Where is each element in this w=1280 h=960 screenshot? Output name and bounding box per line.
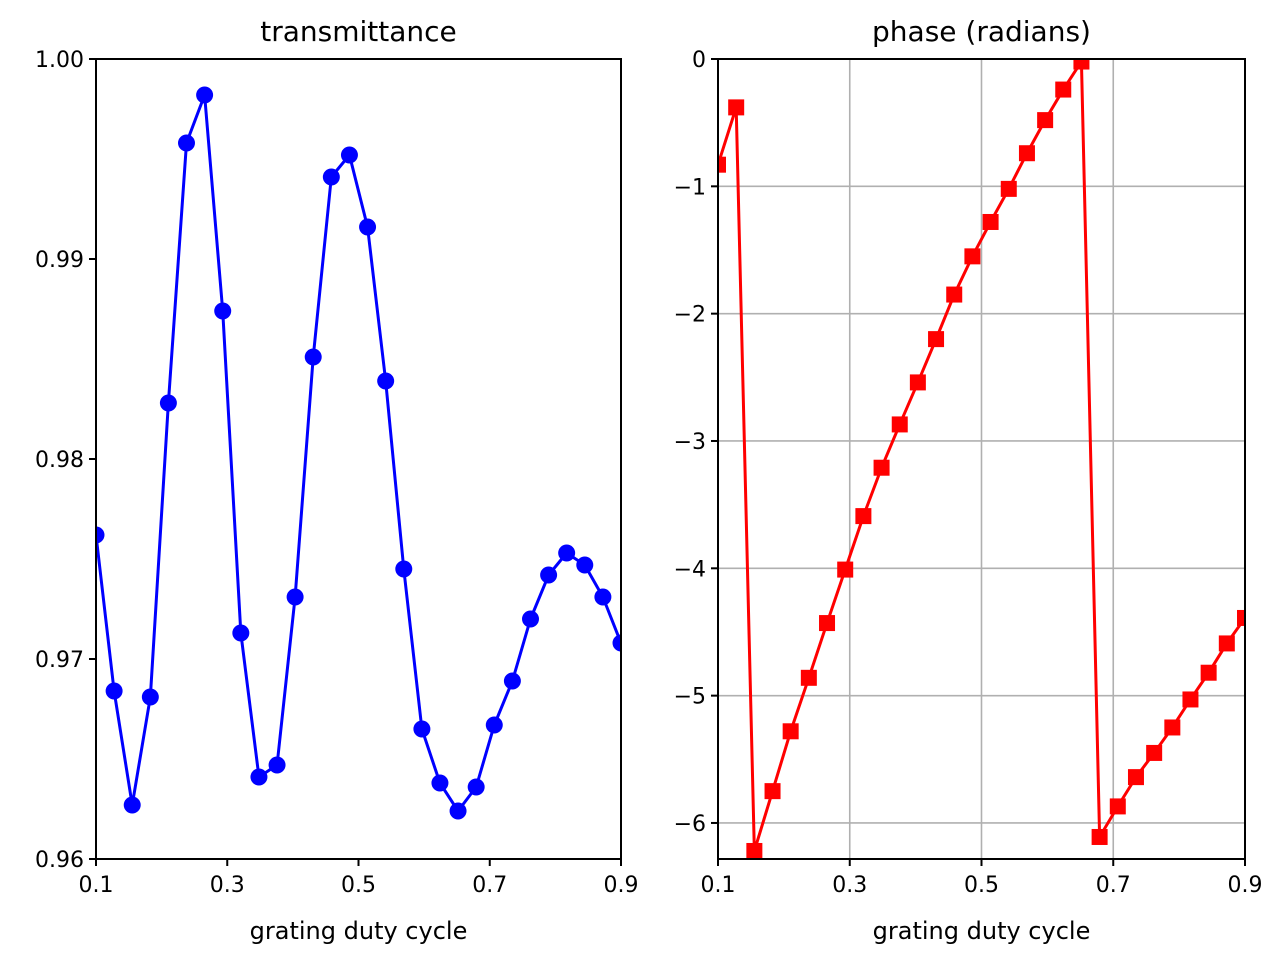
y-tick-label: −4 [674,557,706,582]
data-point [503,672,521,690]
data-point [1091,828,1108,845]
plot-area [718,59,1245,859]
data-point [304,348,322,366]
data-point [322,168,340,186]
data-point [873,459,890,476]
data-point [982,213,999,230]
data-point [286,588,304,606]
chart-title: phase (radians) [872,15,1091,48]
data-point [964,248,981,265]
chart-title: transmittance [260,15,457,48]
data-point [1237,609,1245,626]
data-point [1037,112,1054,129]
x-tick-label: 0.7 [472,873,507,898]
y-tick-label: 1.00 [35,48,84,73]
data-point [594,588,612,606]
data-point [891,416,908,433]
data-point [395,560,413,578]
data-point [141,688,159,706]
data-point [718,156,726,173]
data-point [431,774,449,792]
data-point [449,802,467,820]
x-tick-label: 0.1 [79,873,114,898]
data-point [1073,59,1090,70]
plot-area [96,86,621,820]
y-tick-label: −1 [674,175,706,200]
y-tick-label: 0.96 [35,848,84,873]
data-point [728,99,745,116]
y-tick-label: 0 [692,48,706,73]
x-tick-label: 0.9 [1228,873,1263,898]
data-point [1109,798,1126,815]
data-point [105,682,123,700]
data-point [1200,664,1217,681]
y-tick-label: −2 [674,303,706,328]
data-point [413,720,431,738]
data-point [800,669,817,686]
data-point [159,394,177,412]
data-point [467,778,485,796]
data-point [540,566,558,584]
data-point [855,508,872,525]
data-point [214,302,232,320]
data-point [1055,81,1072,98]
data-point [485,716,503,734]
data-point [612,634,621,652]
y-tick-label: 0.97 [35,648,84,673]
x-tick-label: 0.9 [604,873,639,898]
x-tick-label: 0.5 [964,873,999,898]
x-tick-label: 0.3 [210,873,245,898]
data-point [928,331,945,348]
y-tick-label: −5 [674,685,706,710]
data-point [764,783,781,800]
data-point [250,768,268,786]
data-point [232,624,250,642]
data-point [522,610,540,628]
x-tick-label: 0.7 [1096,873,1131,898]
y-tick-label: 0.98 [35,448,84,473]
chart-panel-2: 0.1 0.3 0.5 0.7 0.9 0 −1 −2 −3 −4 −5 −6 phase (radia… [674,15,1263,945]
x-tick-label: 0.3 [832,873,867,898]
data-point [837,561,854,578]
y-tick-label: 0.99 [35,248,84,273]
data-point [1127,769,1144,786]
data-point [782,723,799,740]
chart-panel-1: 0.1 0.3 0.5 0.7 0.9 0.96 0.97 0.98 0.99 1.00 trans… [35,15,638,945]
data-point [268,756,286,774]
data-point [177,134,195,152]
data-point [123,796,141,814]
data-point [1164,719,1181,736]
data-point [340,146,358,164]
data-point [196,86,214,104]
data-point [819,615,836,632]
y-tick-label: −3 [674,430,706,455]
data-point [576,556,594,574]
x-axis-label: grating duty cycle [873,917,1091,945]
data-point [359,218,377,236]
data-point [1146,744,1163,761]
data-point [1000,180,1017,197]
data-point [377,372,395,390]
x-tick-label: 0.1 [701,873,736,898]
data-point [909,374,926,391]
x-tick-label: 0.5 [341,873,376,898]
data-point [558,544,576,562]
data-point [1182,691,1199,708]
y-tick-label: −6 [674,812,706,837]
data-point [946,286,963,303]
data-point [1018,145,1035,162]
x-axis-label: grating duty cycle [250,917,468,945]
data-point [96,526,105,544]
data-point [746,842,763,859]
data-point [1218,635,1235,652]
